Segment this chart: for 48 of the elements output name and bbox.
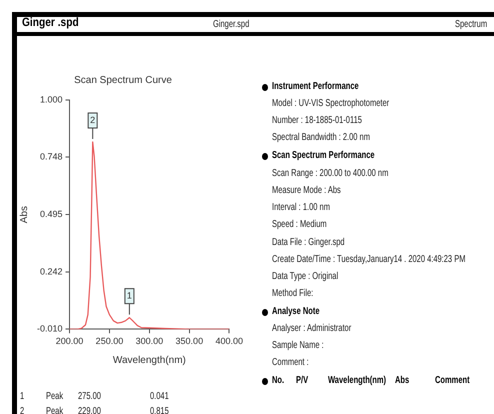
text: Data Type : Original [272, 271, 338, 283]
text: Analyse Note [272, 306, 320, 318]
x-tick-label: 400.00 [215, 336, 243, 346]
text: Method File: [272, 288, 314, 300]
text: Speed : Medium [272, 219, 327, 231]
text: No. [272, 375, 284, 387]
text: Spectrum [455, 19, 488, 31]
text: Create Date/Time : Tuesday,January14 . 2020 4:49:23 PM [272, 254, 466, 266]
annotation: 2 [90, 114, 96, 125]
text: Comment : [272, 357, 309, 369]
text: P/V [296, 375, 308, 387]
chart-title: Scan Spectrum Curve [74, 74, 172, 86]
y-tick-label: 1.000 [40, 94, 63, 104]
text: Data File : Ginger.spd [272, 237, 345, 249]
text: Sample Name : [272, 340, 324, 352]
y-tick-label: 0.495 [40, 209, 63, 220]
text: Measure Mode : Abs [272, 185, 341, 197]
text: 275.00 [78, 391, 101, 403]
y-tick-label: -0.010 [36, 324, 63, 334]
text: 1 [20, 391, 24, 403]
text: Peak [46, 391, 64, 403]
text: Instrument Performance [272, 81, 359, 93]
x-tick-label: 300.00 [136, 336, 164, 346]
text: Scan Spectrum Performance [272, 150, 375, 162]
text: Ginger.spd [213, 19, 250, 31]
y-axis-title: Abs [18, 206, 30, 224]
text: Model : UV-VIS Spectrophotometer [272, 98, 390, 110]
y-tick-label: 0.242 [40, 266, 63, 276]
text: 0.041 [150, 391, 169, 403]
text: Comment [435, 375, 470, 387]
text: 2 [20, 406, 24, 414]
y-tick-label: 0.748 [40, 152, 63, 162]
text: Number : 18-1885-01-0115 [272, 115, 362, 127]
text: Scan Range : 200.00 to 400.00 nm [272, 168, 388, 180]
text: Spectral Bandwidth : 2.00 nm [272, 132, 370, 144]
text: Ginger .spd [22, 15, 79, 29]
annotation: 1 [126, 290, 132, 301]
text: Interval : 1.00 nm [272, 202, 330, 214]
x-tick-label: 250.00 [96, 336, 124, 346]
x-tick-label: 200.00 [56, 336, 84, 346]
text: Analyser : Administrator [272, 323, 352, 335]
text: 0.815 [150, 406, 169, 414]
x-axis-title: Wavelength(nm) [112, 354, 186, 366]
text: Peak [46, 406, 64, 414]
text: 229.00 [78, 406, 101, 414]
text: Abs [395, 375, 410, 387]
x-tick-label: 350.00 [176, 336, 204, 346]
text: Wavelength(nm) [328, 375, 386, 387]
